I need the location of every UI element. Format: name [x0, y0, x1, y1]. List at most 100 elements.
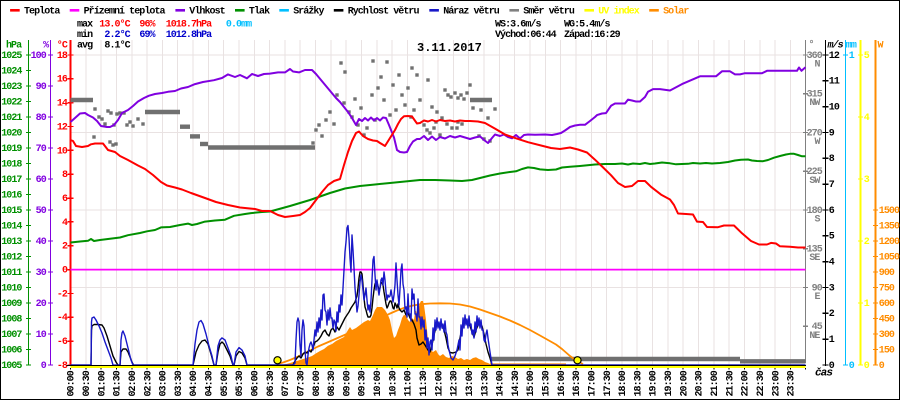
svg-text:1350: 1350 [879, 221, 900, 232]
svg-text:20:00: 20:00 [679, 370, 690, 396]
svg-text:1050: 1050 [879, 252, 900, 263]
svg-text:2.2°C: 2.2°C [104, 29, 130, 41]
svg-text:10: 10 [829, 103, 840, 114]
svg-text:18:00: 18:00 [618, 370, 629, 396]
svg-text:315: 315 [807, 90, 823, 101]
svg-text:WG:5.4m/s: WG:5.4m/s [564, 18, 610, 30]
svg-text:06:00: 06:00 [251, 370, 262, 396]
svg-text:%: % [43, 41, 49, 52]
svg-text:Východ:06:44: Východ:06:44 [495, 29, 557, 41]
svg-text:-6: -6 [57, 337, 68, 348]
svg-text:čas: čas [815, 368, 833, 380]
svg-text:1017: 1017 [1, 175, 22, 186]
svg-text:Přízemní teplota: Přízemní teplota [84, 6, 166, 18]
svg-text:8: 8 [62, 170, 68, 181]
svg-text:60: 60 [36, 175, 47, 186]
svg-text:14:30: 14:30 [511, 370, 522, 396]
svg-text:1018: 1018 [1, 159, 22, 170]
svg-text:16: 16 [57, 75, 68, 86]
svg-text:17:00: 17:00 [588, 370, 599, 396]
svg-text:1006: 1006 [1, 345, 22, 356]
svg-text:1014: 1014 [1, 221, 22, 232]
svg-text:3: 3 [829, 283, 835, 294]
svg-text:1022: 1022 [1, 97, 22, 108]
svg-text:11:30: 11:30 [419, 370, 430, 396]
svg-text:hPa: hPa [6, 40, 22, 52]
svg-text:°C: °C [57, 40, 68, 52]
svg-text:21:30: 21:30 [725, 370, 736, 396]
svg-text:1011: 1011 [1, 268, 22, 279]
svg-text:6: 6 [62, 194, 68, 205]
svg-text:3.11.2017: 3.11.2017 [417, 41, 482, 55]
svg-text:180: 180 [807, 206, 823, 217]
svg-text:22:00: 22:00 [741, 370, 752, 396]
svg-text:1016: 1016 [1, 190, 22, 201]
svg-text:00:30: 00:30 [82, 370, 93, 396]
svg-text:04:00: 04:00 [189, 370, 200, 396]
svg-text:14: 14 [57, 99, 68, 110]
svg-text:Rychlost větru: Rychlost větru [348, 6, 420, 18]
svg-text:08:30: 08:30 [327, 370, 338, 396]
svg-text:12: 12 [57, 122, 68, 133]
svg-text:0: 0 [879, 361, 885, 372]
svg-text:19:30: 19:30 [664, 370, 675, 396]
svg-text:06:30: 06:30 [266, 370, 277, 396]
svg-text:Směr větru: Směr větru [523, 6, 575, 18]
svg-text:min: min [77, 29, 93, 41]
svg-text:20:30: 20:30 [695, 370, 706, 396]
svg-text:07:00: 07:00 [281, 370, 292, 396]
svg-text:10: 10 [57, 146, 68, 157]
svg-text:SE: SE [809, 253, 820, 264]
svg-text:5: 5 [829, 232, 835, 243]
svg-text:UV index: UV index [598, 6, 639, 18]
svg-text:13:00: 13:00 [465, 370, 476, 396]
svg-text:2: 2 [62, 242, 68, 253]
svg-text:01:00: 01:00 [97, 370, 108, 396]
svg-text:900: 900 [879, 268, 895, 279]
svg-text:1015: 1015 [1, 206, 22, 217]
svg-text:Náraz větru: Náraz větru [443, 6, 500, 18]
svg-text:2: 2 [864, 237, 870, 248]
svg-text:03:30: 03:30 [174, 370, 185, 396]
svg-text:W: W [814, 137, 820, 148]
svg-text:1021: 1021 [1, 113, 22, 124]
svg-text:05:30: 05:30 [235, 370, 246, 396]
svg-text:Solar: Solar [663, 6, 689, 18]
svg-text:225: 225 [807, 167, 823, 178]
svg-text:WS:3.6m/s: WS:3.6m/s [495, 18, 541, 30]
svg-text:0: 0 [864, 361, 870, 372]
svg-text:9: 9 [829, 128, 835, 139]
svg-text:18:30: 18:30 [633, 370, 644, 396]
svg-text:2: 2 [829, 309, 835, 320]
svg-text:1024: 1024 [1, 66, 22, 77]
svg-text:1: 1 [849, 51, 855, 62]
svg-text:1500: 1500 [879, 206, 900, 217]
svg-text:Teplota: Teplota [24, 6, 60, 18]
svg-text:°: ° [809, 39, 814, 51]
svg-text:8: 8 [829, 154, 835, 165]
svg-text:11: 11 [829, 77, 840, 88]
svg-text:0: 0 [41, 361, 47, 372]
svg-text:135: 135 [807, 245, 823, 256]
svg-text:23:30: 23:30 [787, 370, 798, 396]
svg-text:E: E [814, 292, 820, 303]
svg-text:3: 3 [864, 175, 870, 186]
svg-text:1200: 1200 [879, 237, 900, 248]
svg-text:1009: 1009 [1, 299, 22, 310]
svg-text:1: 1 [829, 335, 835, 346]
svg-text:12: 12 [829, 51, 840, 62]
svg-text:15:00: 15:00 [526, 370, 537, 396]
svg-text:-2: -2 [57, 289, 68, 300]
svg-text:SW: SW [809, 176, 820, 187]
svg-text:S: S [814, 215, 820, 226]
svg-text:4: 4 [829, 258, 835, 269]
svg-text:8.1°C: 8.1°C [104, 39, 130, 51]
svg-text:1023: 1023 [1, 82, 22, 93]
svg-text:45: 45 [812, 322, 823, 333]
svg-text:1005: 1005 [1, 361, 22, 372]
svg-text:90: 90 [36, 82, 47, 93]
svg-text:04:30: 04:30 [205, 370, 216, 396]
svg-text:11:00: 11:00 [404, 370, 415, 396]
svg-text:09:00: 09:00 [342, 370, 353, 396]
svg-text:-4: -4 [57, 313, 68, 324]
